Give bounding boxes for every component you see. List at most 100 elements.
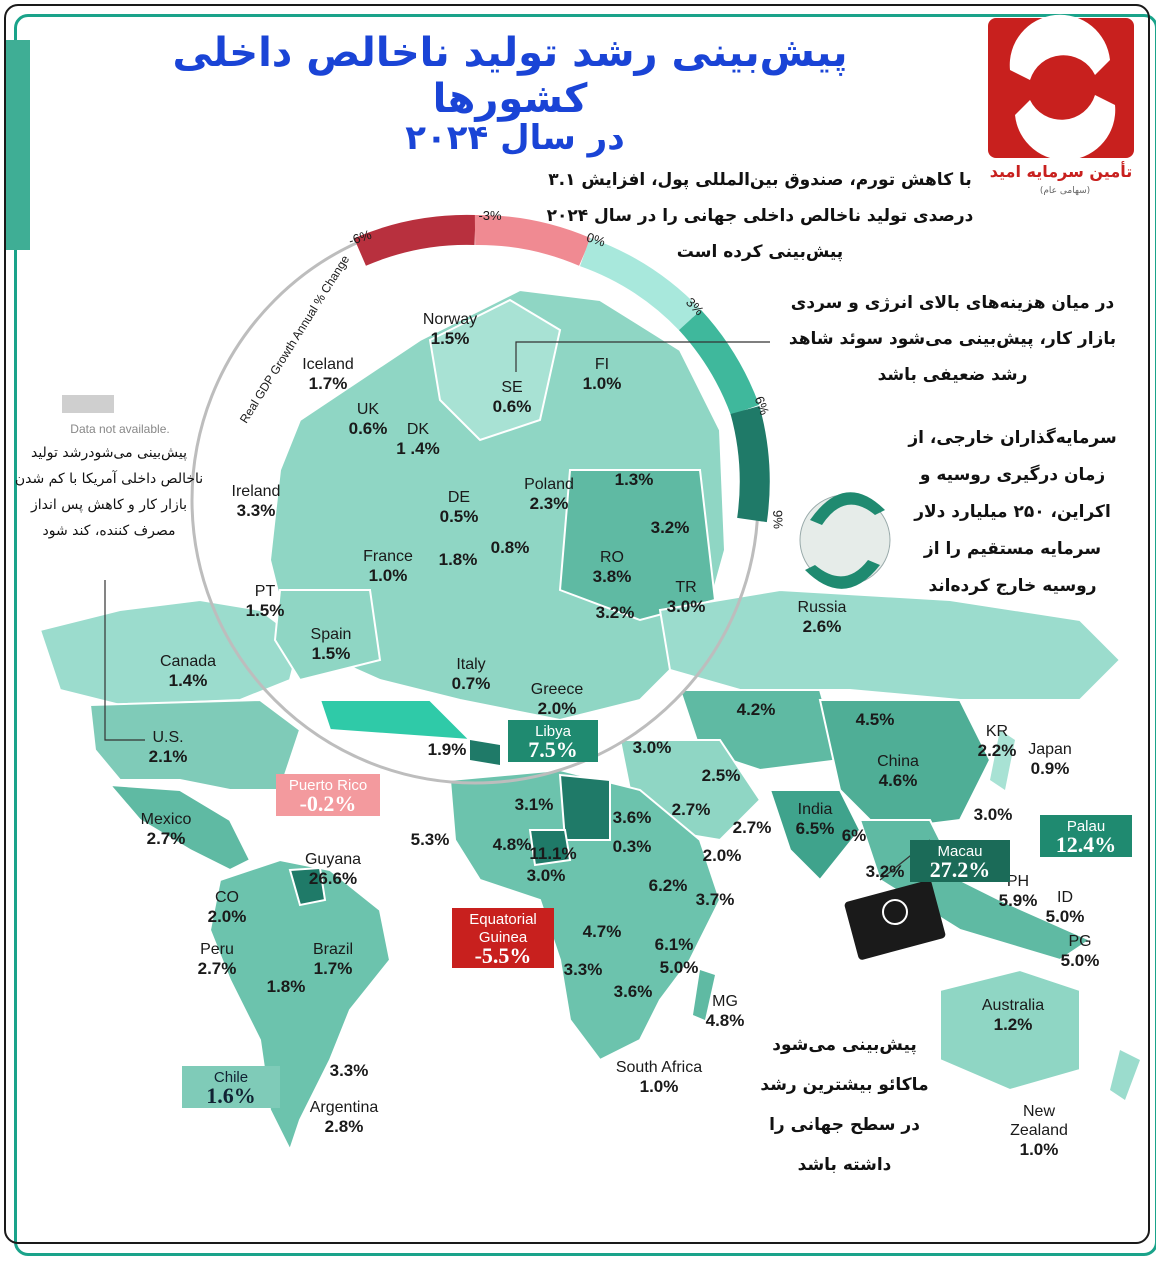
world-label-9: 2.5% <box>676 766 766 785</box>
world-label-35: 6.1% <box>629 935 719 954</box>
callout-4: Equatorial Guinea -5.5% <box>452 908 554 968</box>
world-label-value-24: 6.2% <box>648 876 688 895</box>
europe-label-8: Poland 2.3% <box>504 475 594 513</box>
world-label-name-33: Brazil <box>312 941 353 958</box>
europe-label-14: RO 3.8% <box>567 548 657 586</box>
europe-label-value-20: 2.0% <box>537 699 577 718</box>
world-label-value-39: 3.6% <box>613 982 653 1001</box>
callout-name-4: Equatorial Guinea <box>469 911 537 946</box>
region-usa <box>88 698 302 791</box>
world-label-value-27: 3.7% <box>695 890 735 909</box>
world-label-32: Peru 2.7% <box>172 940 262 978</box>
world-label-43: South Africa 1.0% <box>614 1058 704 1096</box>
region-south-america <box>208 858 392 1153</box>
europe-label-value-6: 3.3% <box>236 501 276 520</box>
world-label-value-16: 3.1% <box>514 795 554 814</box>
page-title: پیش‌بینی رشد تولید ناخالص داخلی کشورها <box>172 30 848 122</box>
region-australia <box>939 968 1081 1092</box>
europe-label-value-13: 0.8% <box>490 538 530 557</box>
europe-label-21: 1.9% <box>402 740 492 759</box>
world-label-23: 3.0% <box>501 866 591 885</box>
world-label-name-7: China <box>877 753 919 770</box>
world-label-27: 3.7% <box>670 890 760 909</box>
region-mexico <box>107 783 252 872</box>
europe-label-value-2: 0.6% <box>492 397 532 416</box>
world-label-value-31: 5.0% <box>1060 951 1100 970</box>
world-label-name-1: Canada <box>159 653 217 670</box>
world-label-41: Australia 1.2% <box>968 996 1058 1034</box>
brand-name: تأمین سرمایه امید <box>989 162 1133 181</box>
europe-label-name-20: Greece <box>530 681 584 698</box>
callout-value-1: -0.2% <box>299 791 357 816</box>
europe-label-name-17: TR <box>675 579 697 596</box>
usa-leader-line <box>104 580 145 741</box>
note-usa: پیش‌بینی می‌شودرشد تولید ناخالص داخلی آم… <box>14 445 204 539</box>
world-label-value-26: 2.0% <box>207 907 247 926</box>
europe-label-value-3: 1.0% <box>582 374 622 393</box>
europe-label-16: 3.2% <box>570 603 660 622</box>
passport-icon <box>844 880 946 960</box>
world-label-28: 3.2% <box>840 862 930 881</box>
region-india <box>768 789 862 882</box>
world-label-name-31: PG <box>1068 933 1092 950</box>
world-label-value-44: 2.8% <box>324 1117 364 1136</box>
world-label-42: 3.3% <box>304 1061 394 1080</box>
world-label-name-26: CO <box>215 889 239 906</box>
callout-value-5: 1.6% <box>206 1083 256 1108</box>
brand-tag: (سهامی عام) <box>1039 186 1091 196</box>
europe-label-18: Spain 1.5% <box>286 625 376 663</box>
world-label-1: Canada 1.4% <box>143 652 233 690</box>
europe-label-value-8: 2.3% <box>529 494 569 513</box>
europe-label-name-0: Norway <box>422 311 478 328</box>
world-label-value-36: 5.0% <box>659 958 699 977</box>
callout-value-3: 12.4% <box>1055 832 1117 857</box>
callout-5: Chile 1.6% <box>182 1066 280 1108</box>
europe-label-name-3: FI <box>594 356 610 373</box>
europe-label-value-16: 3.2% <box>595 603 635 622</box>
callout-0: Libya 7.5% <box>508 720 598 762</box>
world-label-name-44: Argentina <box>309 1099 379 1116</box>
europe-label-value-11: 1.0% <box>368 566 408 585</box>
world-label-value-19: 4.8% <box>492 835 532 854</box>
world-label-value-7: 4.6% <box>878 771 918 790</box>
region-japan <box>990 730 1015 790</box>
europe-label-12: 1.8% <box>413 550 503 569</box>
europe-label-name-5: DK <box>406 421 430 438</box>
europe-label-name-15: PT <box>254 583 276 600</box>
region-africa <box>448 768 722 1062</box>
globe-arrow-icon <box>810 492 885 525</box>
gauge-tick-5: 9% <box>770 509 786 530</box>
europe-label-0: Norway 1.5% <box>405 310 495 348</box>
sweden-leader-line <box>515 341 770 372</box>
gauge-pos-mid <box>678 309 760 416</box>
region-iberia <box>273 589 382 682</box>
world-label-24: 6.2% <box>623 876 713 895</box>
world-label-17: 3.6% <box>587 808 677 827</box>
world-label-19: 4.8% <box>467 835 557 854</box>
world-label-name-15: Mexico <box>140 811 192 828</box>
passport-emblem-icon <box>882 899 908 925</box>
world-label-name-43: South Africa <box>615 1059 703 1076</box>
world-label-name-12: India <box>797 801 833 818</box>
world-label-value-35: 6.1% <box>654 935 694 954</box>
world-label-14: 3.0% <box>948 805 1038 824</box>
world-label-3: 4.2% <box>711 700 801 719</box>
world-label-31: PG 5.0% <box>1035 932 1125 970</box>
region-libya-sliver <box>470 740 500 765</box>
world-label-name-41: Australia <box>981 997 1045 1014</box>
europe-label-19: Italy 0.7% <box>426 655 516 693</box>
world-label-name-2: U.S. <box>152 729 184 746</box>
world-label-38: 3.3% <box>538 960 628 979</box>
world-label-44: Argentina 2.8% <box>299 1098 389 1136</box>
note-russia: سرمایه‌گذاران خارجی، از زمان درگیری روسی… <box>908 428 1117 596</box>
europe-label-name-19: Italy <box>456 656 486 673</box>
world-label-22: 2.0% <box>677 846 767 865</box>
callout-name-5: Chile <box>213 1069 249 1086</box>
europe-label-20: Greece 2.0% <box>512 680 602 718</box>
world-label-13: 6% <box>809 826 899 845</box>
world-label-value-3: 4.2% <box>736 700 776 719</box>
europe-label-7: DE 0.5% <box>414 488 504 526</box>
region-west-africa-high <box>528 829 572 867</box>
world-label-value-34: 4.7% <box>582 922 622 941</box>
world-label-29: PH 5.9% <box>973 872 1063 910</box>
